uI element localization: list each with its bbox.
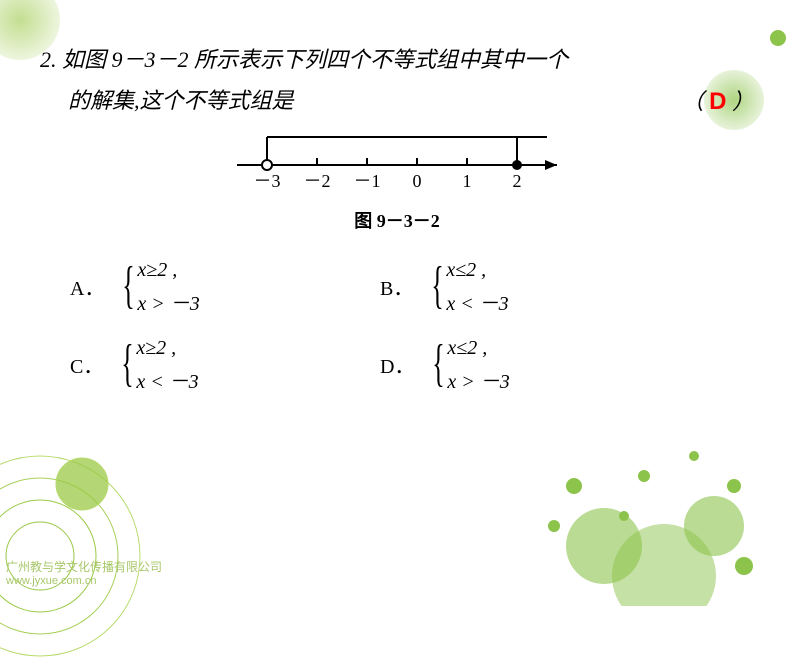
question-line-1: 2. 如图 9－3－2 所示表示下列四个不等式组中其中一个 [40, 40, 754, 80]
choice-D-label: D． [380, 350, 414, 379]
question-text-2: 的解集,这个不等式组是 [68, 81, 294, 121]
svg-text:2: 2 [513, 171, 522, 191]
choice-A: A． { x≥2 , x > －3 [70, 253, 380, 321]
choice-C: C． { x≥2 , x < －3 [70, 331, 380, 399]
decor-top-right-dot [770, 30, 786, 46]
choice-C-eq1: x≥2 , [136, 331, 198, 365]
choice-B-label: B． [380, 272, 413, 301]
svg-text:－2: －2 [304, 171, 331, 191]
choice-B: B． { x≤2 , x < －3 [380, 253, 690, 321]
choice-D-eq1: x≤2 , [447, 331, 509, 365]
choice-A-label: A． [70, 272, 104, 301]
decor-bottom-left-circles [0, 446, 150, 666]
footer-credit: 广州教与学文化传播有限公司 www.jyxue.com.cn [6, 560, 162, 588]
choice-D-eq2: x > －3 [447, 365, 509, 399]
bracket-left: （ [682, 89, 704, 114]
bracket-right: ） [732, 89, 754, 114]
brace-icon: { [122, 341, 134, 388]
question-number: 2. [40, 47, 57, 72]
answer-letter: D [709, 88, 726, 115]
question-text-1: 如图 9－3－2 所示表示下列四个不等式组中其中一个 [62, 47, 568, 72]
choice-D: D． { x≤2 , x > －3 [380, 331, 690, 399]
answer-slot: （ D ） [682, 80, 754, 123]
number-line-diagram: －3 －2 －1 0 1 2 图 9－3－2 [227, 123, 567, 233]
choice-B-eq2: x < －3 [446, 287, 508, 321]
choices-block: A． { x≥2 , x > －3 B． { x≤2 , x < －3 [40, 253, 754, 399]
main-content: 2. 如图 9－3－2 所示表示下列四个不等式组中其中一个 的解集,这个不等式组… [40, 40, 754, 409]
decor-bottom-right-bubbles [514, 426, 774, 606]
brace-icon: { [433, 341, 445, 388]
choice-A-eq1: x≥2 , [137, 253, 199, 287]
svg-text:－1: －1 [354, 171, 381, 191]
choice-C-eq2: x < －3 [136, 365, 198, 399]
svg-text:－3: －3 [254, 171, 281, 191]
brace-icon: { [432, 263, 444, 310]
figure-caption: 图 9－3－2 [227, 207, 567, 233]
question-line-2: 的解集,这个不等式组是 （ D ） [40, 80, 754, 123]
svg-text:0: 0 [413, 171, 422, 191]
footer-url: www.jyxue.com.cn [6, 575, 162, 588]
brace-icon: { [123, 263, 135, 310]
choice-B-eq1: x≤2 , [446, 253, 508, 287]
footer-company: 广州教与学文化传播有限公司 [6, 560, 162, 574]
choice-C-label: C． [70, 350, 103, 379]
svg-text:1: 1 [463, 171, 472, 191]
choice-A-eq2: x > －3 [137, 287, 199, 321]
